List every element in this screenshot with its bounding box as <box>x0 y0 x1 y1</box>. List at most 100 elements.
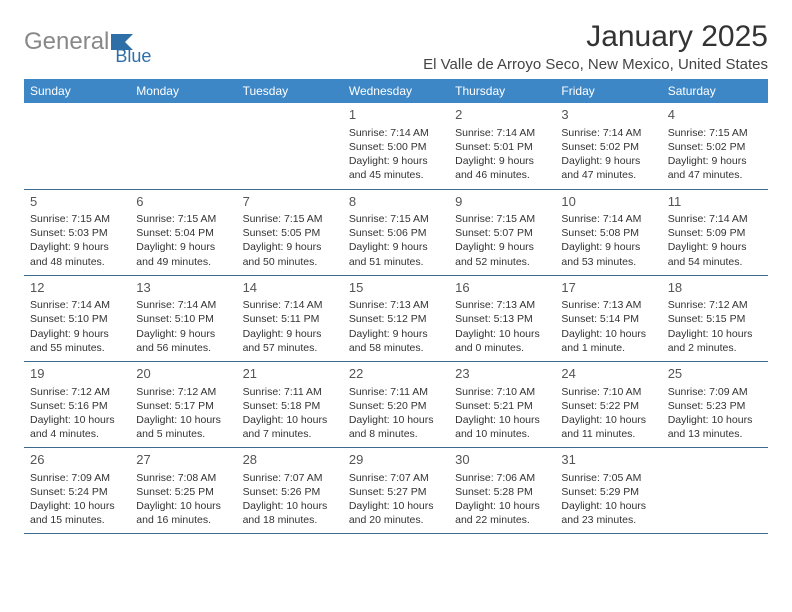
calendar-day: 22Sunrise: 7:11 AMSunset: 5:20 PMDayligh… <box>343 361 449 447</box>
calendar-day: 12Sunrise: 7:14 AMSunset: 5:10 PMDayligh… <box>24 275 130 361</box>
daylight-line: Daylight: 9 hours and 49 minutes. <box>136 240 230 268</box>
calendar-empty <box>662 448 768 534</box>
sunset-line: Sunset: 5:04 PM <box>136 226 230 240</box>
sunset-line: Sunset: 5:24 PM <box>30 485 124 499</box>
calendar-week-row: 26Sunrise: 7:09 AMSunset: 5:24 PMDayligh… <box>24 448 768 534</box>
sunrise-line: Sunrise: 7:14 AM <box>136 298 230 312</box>
sunrise-line: Sunrise: 7:09 AM <box>30 471 124 485</box>
calendar-day: 13Sunrise: 7:14 AMSunset: 5:10 PMDayligh… <box>130 275 236 361</box>
sunrise-line: Sunrise: 7:15 AM <box>668 126 762 140</box>
daylight-line: Daylight: 9 hours and 51 minutes. <box>349 240 443 268</box>
sunset-line: Sunset: 5:29 PM <box>561 485 655 499</box>
sunset-line: Sunset: 5:28 PM <box>455 485 549 499</box>
calendar-week-row: 5Sunrise: 7:15 AMSunset: 5:03 PMDaylight… <box>24 189 768 275</box>
calendar-day: 10Sunrise: 7:14 AMSunset: 5:08 PMDayligh… <box>555 189 661 275</box>
sunrise-line: Sunrise: 7:15 AM <box>243 212 337 226</box>
day-number: 27 <box>136 451 230 469</box>
day-number: 26 <box>30 451 124 469</box>
calendar-day: 11Sunrise: 7:14 AMSunset: 5:09 PMDayligh… <box>662 189 768 275</box>
sunrise-line: Sunrise: 7:14 AM <box>561 126 655 140</box>
calendar-week-row: 19Sunrise: 7:12 AMSunset: 5:16 PMDayligh… <box>24 361 768 447</box>
sunset-line: Sunset: 5:02 PM <box>561 140 655 154</box>
sunrise-line: Sunrise: 7:14 AM <box>243 298 337 312</box>
calendar-day: 20Sunrise: 7:12 AMSunset: 5:17 PMDayligh… <box>130 361 236 447</box>
sunrise-line: Sunrise: 7:10 AM <box>561 385 655 399</box>
sunset-line: Sunset: 5:03 PM <box>30 226 124 240</box>
daylight-line: Daylight: 10 hours and 15 minutes. <box>30 499 124 527</box>
sunrise-line: Sunrise: 7:08 AM <box>136 471 230 485</box>
sunrise-line: Sunrise: 7:12 AM <box>30 385 124 399</box>
daylight-line: Daylight: 9 hours and 54 minutes. <box>668 240 762 268</box>
calendar-day: 27 Sunrise: 7:08 AMSunset: 5:25 PMDayligh… <box>130 448 236 534</box>
day-number: 9 <box>455 193 549 211</box>
daylight-line: Daylight: 9 hours and 57 minutes. <box>243 327 337 355</box>
sunrise-line: Sunrise: 7:11 AM <box>243 385 337 399</box>
daylight-line: Daylight: 10 hours and 16 minutes. <box>136 499 230 527</box>
day-number: 16 <box>455 279 549 297</box>
daylight-line: Daylight: 10 hours and 0 minutes. <box>455 327 549 355</box>
logo-part2: Blue <box>115 46 151 67</box>
sunrise-line: Sunrise: 7:14 AM <box>455 126 549 140</box>
calendar-day: 8Sunrise: 7:15 AMSunset: 5:06 PMDaylight… <box>343 189 449 275</box>
sunrise-line: Sunrise: 7:15 AM <box>136 212 230 226</box>
day-number: 17 <box>561 279 655 297</box>
sunset-line: Sunset: 5:25 PM <box>136 485 230 499</box>
calendar-day: 24Sunrise: 7:10 AMSunset: 5:22 PMDayligh… <box>555 361 661 447</box>
sunset-line: Sunset: 5:13 PM <box>455 312 549 326</box>
daylight-line: Daylight: 10 hours and 8 minutes. <box>349 413 443 441</box>
calendar-week-row: 12Sunrise: 7:14 AMSunset: 5:10 PMDayligh… <box>24 275 768 361</box>
calendar-day: 17Sunrise: 7:13 AMSunset: 5:14 PMDayligh… <box>555 275 661 361</box>
sunrise-line: Sunrise: 7:10 AM <box>455 385 549 399</box>
calendar-day: 23 Sunrise: 7:10 AMSunset: 5:21 PMDayligh… <box>449 361 555 447</box>
daylight-line: Daylight: 10 hours and 2 minutes. <box>668 327 762 355</box>
calendar-day: 29Sunrise: 7:07 AMSunset: 5:27 PMDayligh… <box>343 448 449 534</box>
logo-text: General <box>24 28 109 56</box>
sunset-line: Sunset: 5:05 PM <box>243 226 337 240</box>
day-number: 23 <box>455 365 549 383</box>
calendar-empty <box>237 103 343 189</box>
sunrise-line: Sunrise: 7:15 AM <box>455 212 549 226</box>
daylight-line: Daylight: 9 hours and 46 minutes. <box>455 154 549 182</box>
daylight-line: Daylight: 10 hours and 10 minutes. <box>455 413 549 441</box>
sunrise-line: Sunrise: 7:14 AM <box>349 126 443 140</box>
daylight-line: Daylight: 9 hours and 58 minutes. <box>349 327 443 355</box>
sunrise-line: Sunrise: 7:14 AM <box>668 212 762 226</box>
calendar-day: 28Sunrise: 7:07 AMSunset: 5:26 PMDayligh… <box>237 448 343 534</box>
calendar-day: 1Sunrise: 7:14 AMSunset: 5:00 PMDaylight… <box>343 103 449 189</box>
daylight-line: Daylight: 10 hours and 18 minutes. <box>243 499 337 527</box>
sunset-line: Sunset: 5:27 PM <box>349 485 443 499</box>
daylight-line: Daylight: 10 hours and 23 minutes. <box>561 499 655 527</box>
day-number: 7 <box>243 193 337 211</box>
day-number: 1 <box>349 106 443 124</box>
day-number: 6 <box>136 193 230 211</box>
calendar-day: 18Sunrise: 7:12 AMSunset: 5:15 PMDayligh… <box>662 275 768 361</box>
day-number: 24 <box>561 365 655 383</box>
calendar-empty <box>24 103 130 189</box>
sunset-line: Sunset: 5:18 PM <box>243 399 337 413</box>
location: El Valle de Arroyo Seco, New Mexico, Uni… <box>423 56 768 73</box>
day-number: 18 <box>668 279 762 297</box>
calendar-day: 6Sunrise: 7:15 AMSunset: 5:04 PMDaylight… <box>130 189 236 275</box>
calendar-week-row: 1Sunrise: 7:14 AMSunset: 5:00 PMDaylight… <box>24 103 768 189</box>
day-number: 2 <box>455 106 549 124</box>
sunset-line: Sunset: 5:21 PM <box>455 399 549 413</box>
calendar-day: 4Sunrise: 7:15 AMSunset: 5:02 PMDaylight… <box>662 103 768 189</box>
sunset-line: Sunset: 5:08 PM <box>561 226 655 240</box>
daylight-line: Daylight: 9 hours and 56 minutes. <box>136 327 230 355</box>
sunrise-line: Sunrise: 7:12 AM <box>136 385 230 399</box>
daylight-line: Daylight: 10 hours and 13 minutes. <box>668 413 762 441</box>
sunrise-line: Sunrise: 7:06 AM <box>455 471 549 485</box>
sunset-line: Sunset: 5:22 PM <box>561 399 655 413</box>
sunrise-line: Sunrise: 7:09 AM <box>668 385 762 399</box>
logo-part1: General <box>24 28 109 55</box>
daylight-line: Daylight: 10 hours and 20 minutes. <box>349 499 443 527</box>
sunrise-line: Sunrise: 7:15 AM <box>30 212 124 226</box>
calendar-day: 14Sunrise: 7:14 AMSunset: 5:11 PMDayligh… <box>237 275 343 361</box>
sunset-line: Sunset: 5:26 PM <box>243 485 337 499</box>
weekday-header: Saturday <box>662 79 768 103</box>
sunset-line: Sunset: 5:00 PM <box>349 140 443 154</box>
sunset-line: Sunset: 5:10 PM <box>136 312 230 326</box>
weekday-header: Monday <box>130 79 236 103</box>
sunset-line: Sunset: 5:16 PM <box>30 399 124 413</box>
sunrise-line: Sunrise: 7:07 AM <box>243 471 337 485</box>
